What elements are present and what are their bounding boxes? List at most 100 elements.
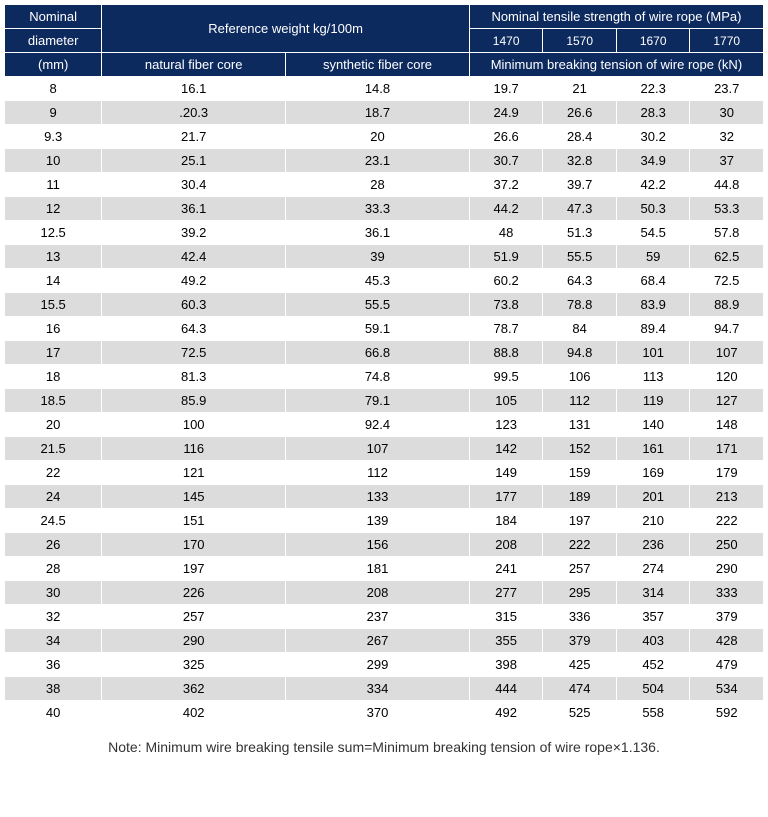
cell-1470: 208 [469,533,543,557]
cell-diameter: 11 [5,173,102,197]
cell-synthetic: 66.8 [286,341,470,365]
table-row: 1772.566.888.894.8101107 [5,341,764,365]
cell-1670: 28.3 [616,101,690,125]
cell-1670: 89.4 [616,317,690,341]
cell-1570: 152 [543,437,617,461]
table-row: 12.539.236.14851.354.557.8 [5,221,764,245]
table-row: 9.321.72026.628.430.232 [5,125,764,149]
cell-1570: 197 [543,509,617,533]
cell-1770: 428 [690,629,764,653]
cell-1670: 236 [616,533,690,557]
cell-diameter: 20 [5,413,102,437]
cell-1670: 357 [616,605,690,629]
cell-diameter: 18.5 [5,389,102,413]
cell-1570: 55.5 [543,245,617,269]
cell-1670: 140 [616,413,690,437]
cell-natural: 30.4 [102,173,286,197]
cell-diameter: 26 [5,533,102,557]
hdr-nominal: Nominal [5,5,102,29]
cell-natural: 60.3 [102,293,286,317]
cell-natural: 39.2 [102,221,286,245]
cell-1770: 479 [690,653,764,677]
cell-diameter: 17 [5,341,102,365]
cell-1570: 222 [543,533,617,557]
cell-1770: 23.7 [690,77,764,101]
cell-1570: 39.7 [543,173,617,197]
cell-1770: 534 [690,677,764,701]
cell-1670: 119 [616,389,690,413]
table-row: 26170156208222236250 [5,533,764,557]
cell-synthetic: 112 [286,461,470,485]
cell-natural: 16.1 [102,77,286,101]
cell-1670: 201 [616,485,690,509]
cell-1570: 525 [543,701,617,725]
table-row: 1236.133.344.247.350.353.3 [5,197,764,221]
hdr-synthetic-core: synthetic fiber core [286,53,470,77]
cell-synthetic: 92.4 [286,413,470,437]
cell-1570: 474 [543,677,617,701]
cell-natural: 42.4 [102,245,286,269]
hdr-natural-core: natural fiber core [102,53,286,77]
cell-1470: 444 [469,677,543,701]
cell-1470: 149 [469,461,543,485]
cell-synthetic: 59.1 [286,317,470,341]
hdr-diameter: diameter [5,29,102,53]
table-row: 15.560.355.573.878.883.988.9 [5,293,764,317]
cell-1670: 54.5 [616,221,690,245]
cell-1470: 48 [469,221,543,245]
cell-synthetic: 334 [286,677,470,701]
cell-1470: 88.8 [469,341,543,365]
cell-1670: 504 [616,677,690,701]
cell-synthetic: 208 [286,581,470,605]
cell-1770: 222 [690,509,764,533]
table-row: 24145133177189201213 [5,485,764,509]
cell-1570: 336 [543,605,617,629]
cell-1670: 68.4 [616,269,690,293]
cell-1670: 42.2 [616,173,690,197]
cell-1670: 101 [616,341,690,365]
cell-1770: 127 [690,389,764,413]
table-row: 38362334444474504534 [5,677,764,701]
cell-natural: 25.1 [102,149,286,173]
cell-1570: 295 [543,581,617,605]
cell-1770: 57.8 [690,221,764,245]
cell-1570: 159 [543,461,617,485]
cell-1770: 72.5 [690,269,764,293]
cell-synthetic: 370 [286,701,470,725]
cell-natural: 100 [102,413,286,437]
table-row: 18.585.979.1105112119127 [5,389,764,413]
cell-1770: 171 [690,437,764,461]
cell-diameter: 24.5 [5,509,102,533]
cell-1670: 34.9 [616,149,690,173]
cell-diameter: 34 [5,629,102,653]
cell-natural: 81.3 [102,365,286,389]
cell-1570: 189 [543,485,617,509]
cell-natural: .20.3 [102,101,286,125]
cell-1470: 99.5 [469,365,543,389]
cell-synthetic: 36.1 [286,221,470,245]
table-row: 1130.42837.239.742.244.8 [5,173,764,197]
cell-1470: 73.8 [469,293,543,317]
cell-natural: 145 [102,485,286,509]
cell-diameter: 10 [5,149,102,173]
cell-diameter: 14 [5,269,102,293]
cell-1670: 403 [616,629,690,653]
cell-1570: 94.8 [543,341,617,365]
cell-1470: 24.9 [469,101,543,125]
cell-1770: 148 [690,413,764,437]
cell-1770: 62.5 [690,245,764,269]
cell-1470: 355 [469,629,543,653]
cell-1670: 452 [616,653,690,677]
cell-1470: 492 [469,701,543,725]
cell-1470: 277 [469,581,543,605]
cell-1670: 50.3 [616,197,690,221]
table-row: 1881.374.899.5106113120 [5,365,764,389]
table-row: 1342.43951.955.55962.5 [5,245,764,269]
cell-1770: 592 [690,701,764,725]
cell-1670: 59 [616,245,690,269]
cell-synthetic: 33.3 [286,197,470,221]
cell-1770: 53.3 [690,197,764,221]
table-row: 1449.245.360.264.368.472.5 [5,269,764,293]
cell-natural: 402 [102,701,286,725]
hdr-tensile-strength: Nominal tensile strength of wire rope (M… [469,5,763,29]
